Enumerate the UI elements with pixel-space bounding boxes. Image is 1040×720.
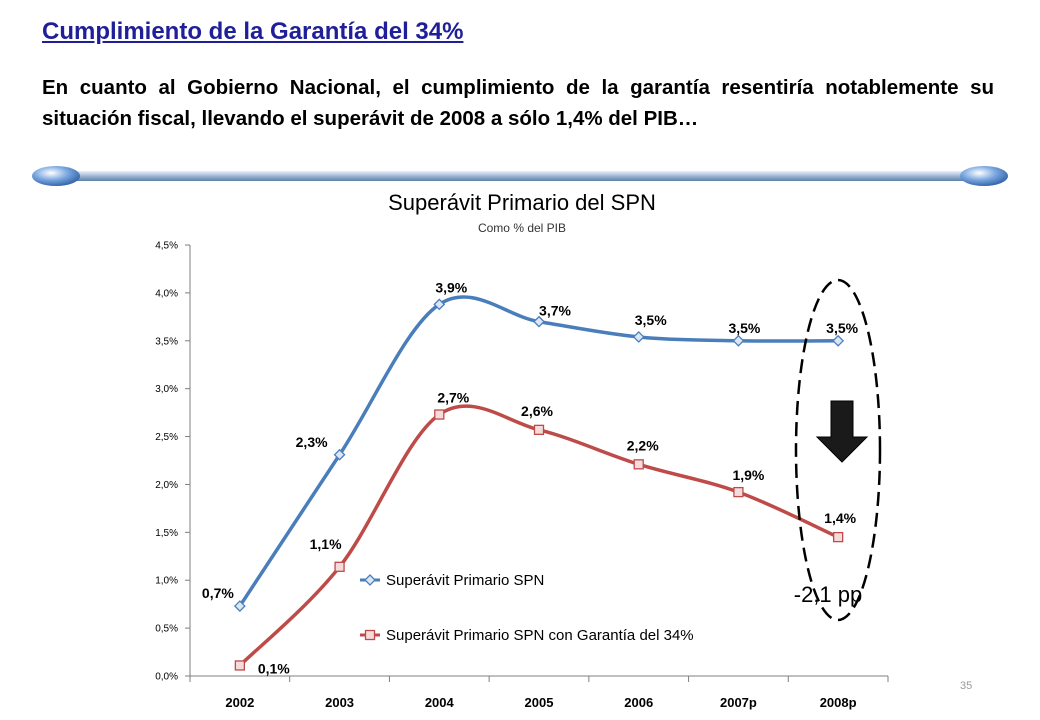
data-label: 0,1% bbox=[258, 660, 290, 676]
data-label: 3,9% bbox=[435, 279, 467, 295]
intro-paragraph: En cuanto al Gobierno Nacional, el cumpl… bbox=[42, 76, 994, 130]
down-arrow-icon bbox=[815, 400, 869, 463]
y-tick-label: 0,5% bbox=[155, 624, 178, 635]
chart-title: Superávit Primario del SPN bbox=[388, 190, 656, 215]
legend-entry-label: Superávit Primario SPN bbox=[386, 572, 544, 589]
data-point-marker bbox=[364, 629, 376, 641]
y-tick-label: 0,0% bbox=[155, 672, 178, 683]
data-label: 3,5% bbox=[728, 320, 760, 336]
page-number: 35 bbox=[960, 680, 973, 692]
data-point-marker bbox=[632, 331, 645, 343]
legend-entry-label: Superávit Primario SPN con Garantía del … bbox=[386, 627, 694, 644]
x-tick-label: 2007p bbox=[720, 695, 757, 710]
data-point-marker bbox=[233, 600, 246, 613]
slide-heading: Cumplimiento de la Garantía del 34% bbox=[42, 18, 464, 45]
x-tick-label: 2003 bbox=[325, 695, 354, 710]
data-point-marker bbox=[533, 315, 545, 328]
data-point-marker bbox=[234, 660, 246, 671]
divider-left-knob bbox=[32, 166, 80, 186]
data-label: 3,5% bbox=[826, 320, 858, 336]
data-point-marker bbox=[533, 424, 545, 436]
data-label: 3,5% bbox=[635, 312, 667, 328]
series-line-1 bbox=[238, 295, 840, 608]
highlight-ellipse bbox=[794, 278, 882, 622]
data-point-marker bbox=[733, 486, 744, 498]
data-label: 3,7% bbox=[539, 303, 571, 319]
data-point-marker bbox=[333, 448, 346, 461]
x-tick-label: 2008p bbox=[820, 695, 857, 710]
x-tick-label: 2006 bbox=[624, 695, 653, 710]
chart-legend: Superávit Primario SPN Superávit Primario… bbox=[360, 572, 694, 644]
data-point-marker bbox=[832, 531, 844, 543]
data-point-marker bbox=[434, 409, 445, 420]
x-tick-label: 2005 bbox=[525, 695, 554, 710]
y-tick-label: 3,0% bbox=[155, 384, 178, 395]
data-label: 1,4% bbox=[824, 510, 856, 526]
difference-label: -2,1 pp bbox=[794, 582, 863, 607]
data-label: 2,2% bbox=[627, 437, 659, 453]
y-tick-label: 1,0% bbox=[155, 576, 178, 587]
data-label: 2,6% bbox=[521, 403, 553, 419]
data-point-marker bbox=[732, 334, 745, 347]
data-point-marker bbox=[633, 459, 644, 470]
data-label: 2,3% bbox=[296, 434, 328, 450]
y-tick-label: 1,5% bbox=[155, 528, 178, 539]
data-point-marker bbox=[364, 574, 376, 586]
chart-subtitle: Como % del PIB bbox=[478, 221, 566, 235]
y-tick-label: 2,5% bbox=[155, 432, 178, 443]
data-label: 2,7% bbox=[437, 390, 469, 406]
y-tick-label: 3,5% bbox=[155, 336, 178, 347]
data-point-marker bbox=[334, 561, 345, 572]
divider-right-knob bbox=[960, 166, 1008, 186]
data-label: 1,1% bbox=[310, 536, 342, 552]
y-tick-label: 4,5% bbox=[155, 241, 178, 252]
data-point-marker bbox=[832, 334, 845, 347]
y-tick-label: 2,0% bbox=[155, 480, 178, 491]
title-divider bbox=[32, 166, 1008, 186]
y-tick-label: 4,0% bbox=[155, 288, 178, 299]
data-point-marker bbox=[433, 298, 446, 311]
comparison-callout: -2,1 pp bbox=[794, 278, 882, 622]
x-tick-label: 2002 bbox=[225, 695, 254, 710]
data-label: 0,7% bbox=[202, 585, 234, 601]
data-label: 1,9% bbox=[732, 467, 764, 483]
x-tick-label: 2004 bbox=[425, 695, 455, 710]
